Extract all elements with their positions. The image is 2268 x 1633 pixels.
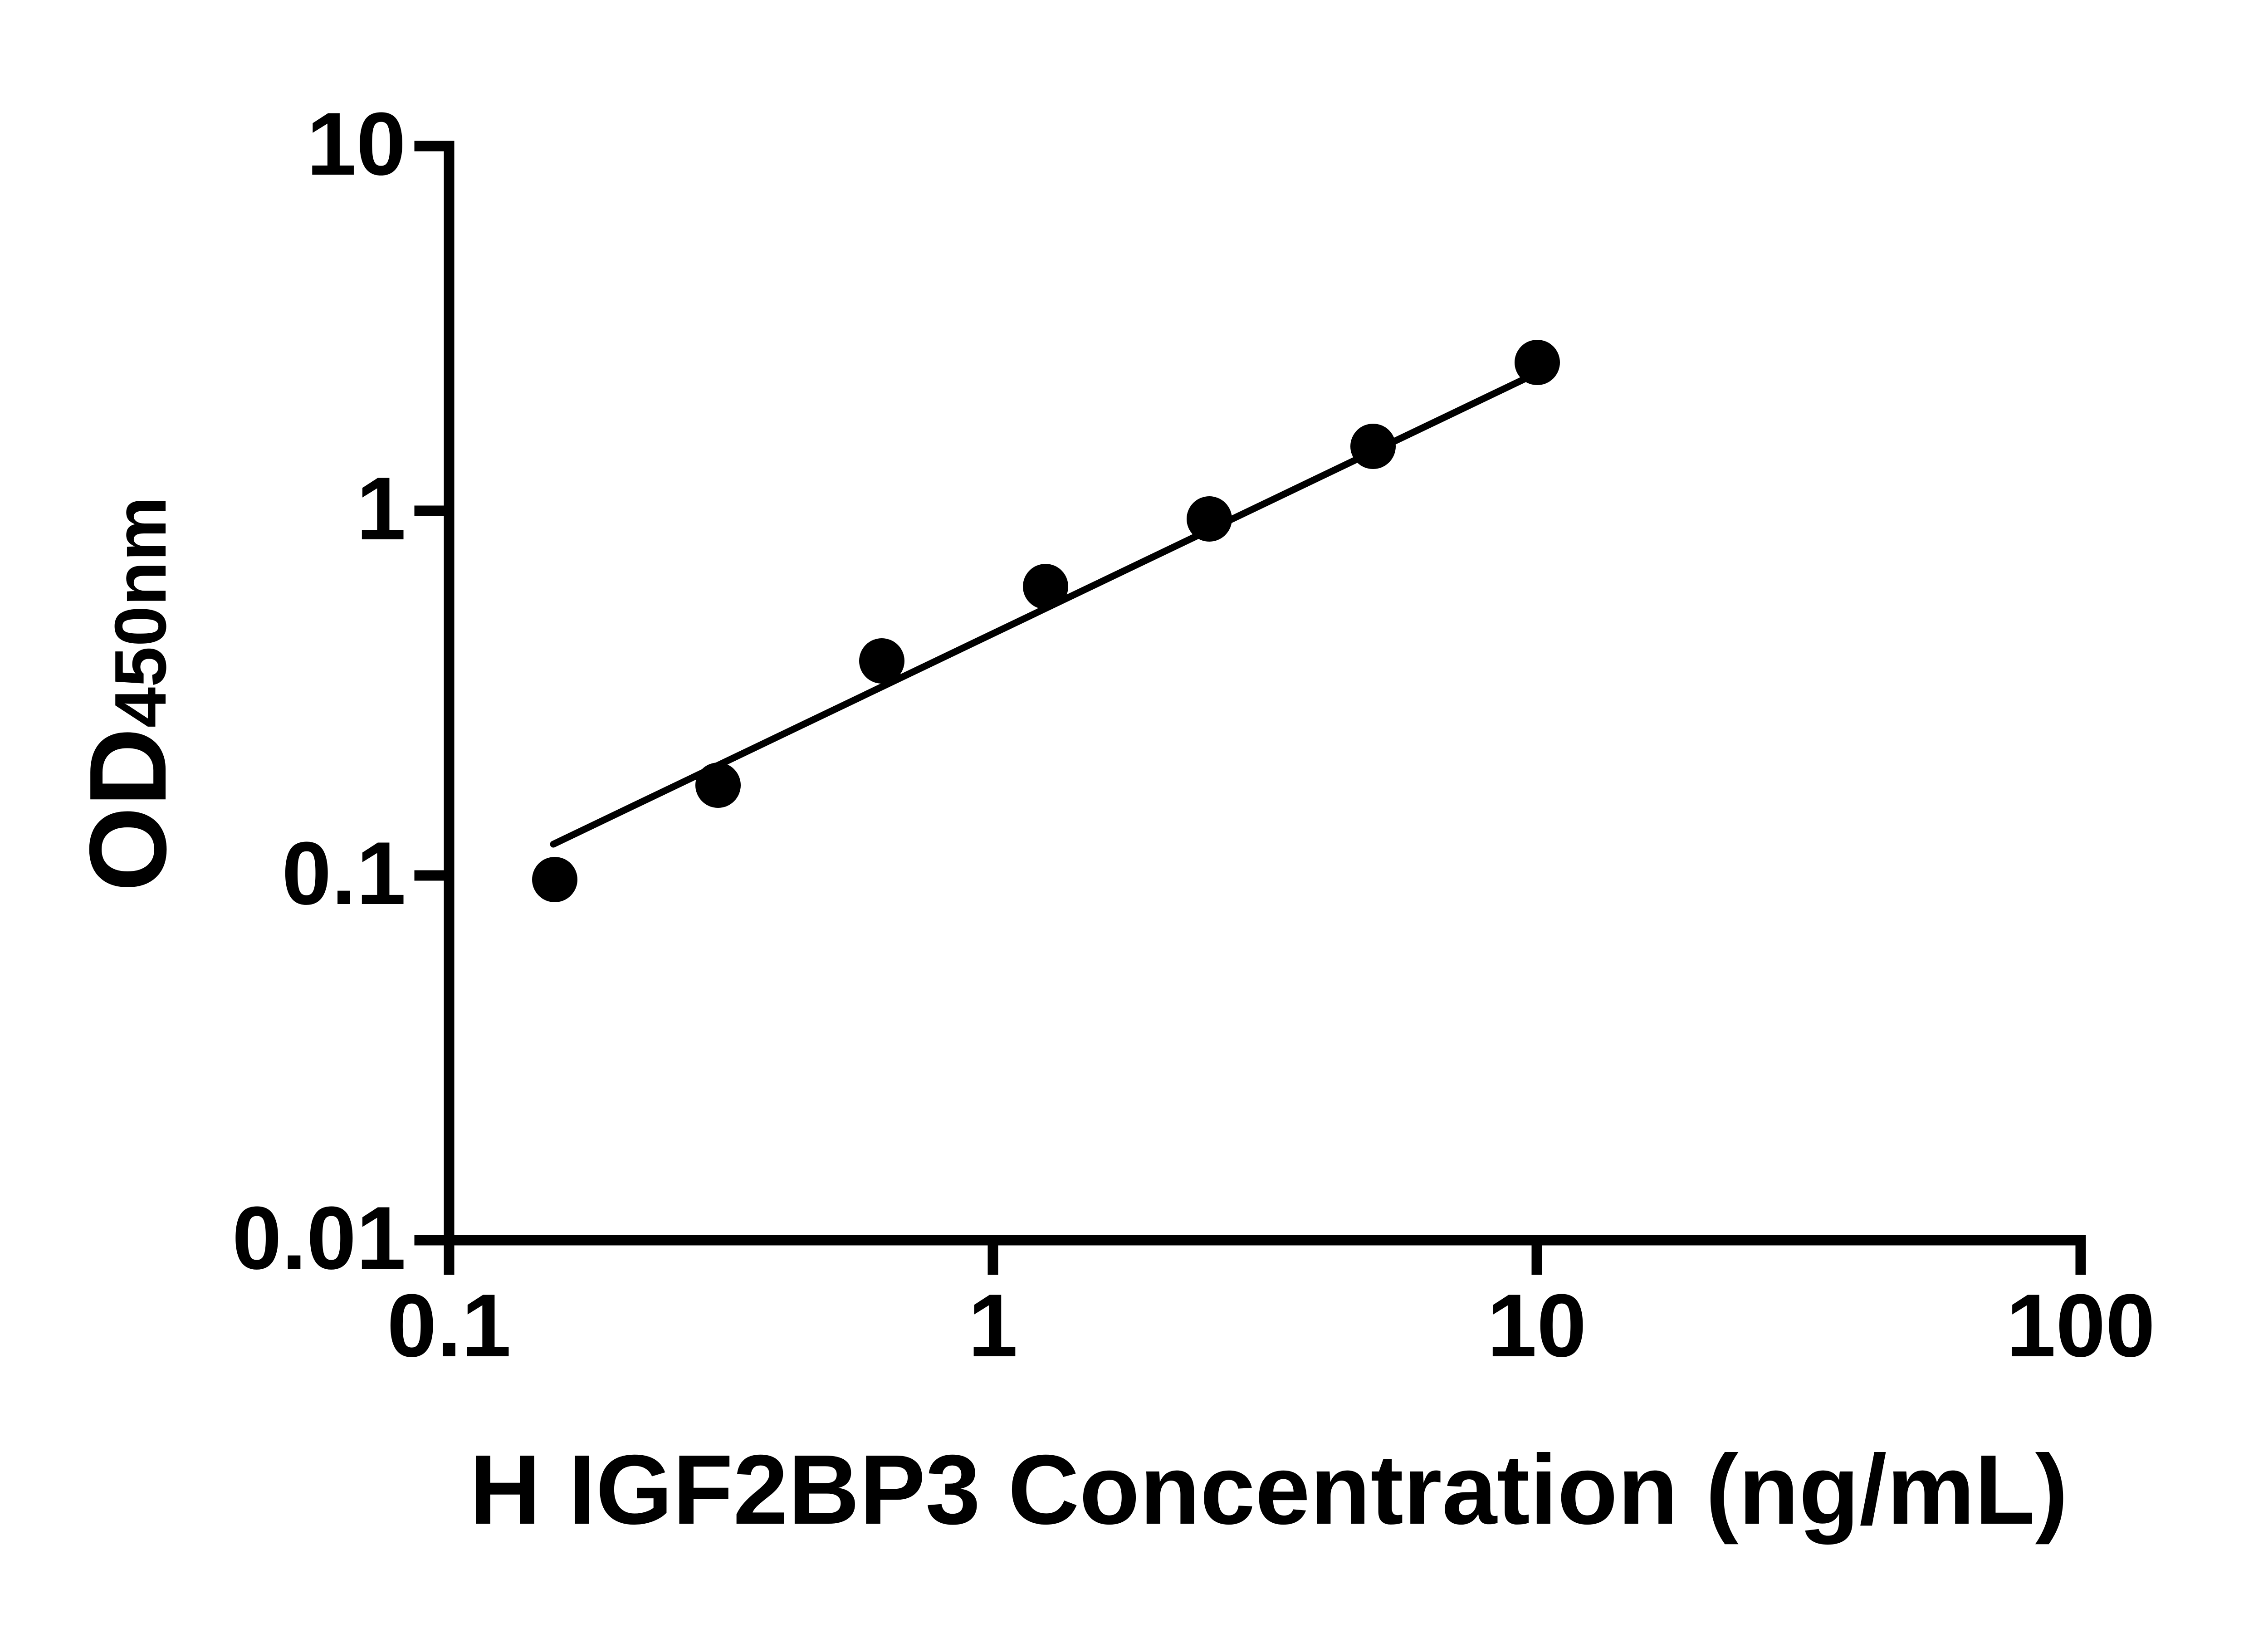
svg-text:0.1: 0.1 bbox=[282, 823, 406, 923]
svg-text:0.01: 0.01 bbox=[232, 1188, 406, 1288]
svg-text:10: 10 bbox=[1487, 1276, 1586, 1375]
svg-text:0.1: 0.1 bbox=[387, 1276, 511, 1375]
svg-text:100: 100 bbox=[2006, 1276, 2156, 1375]
svg-text:10: 10 bbox=[307, 94, 406, 194]
svg-text:H IGF2BP3 Concentration (ng/mL: H IGF2BP3 Concentration (ng/mL) bbox=[469, 1435, 2068, 1545]
svg-text:OD450nm: OD450nm bbox=[67, 496, 189, 892]
svg-text:1: 1 bbox=[968, 1276, 1018, 1375]
svg-text:1: 1 bbox=[356, 459, 406, 558]
